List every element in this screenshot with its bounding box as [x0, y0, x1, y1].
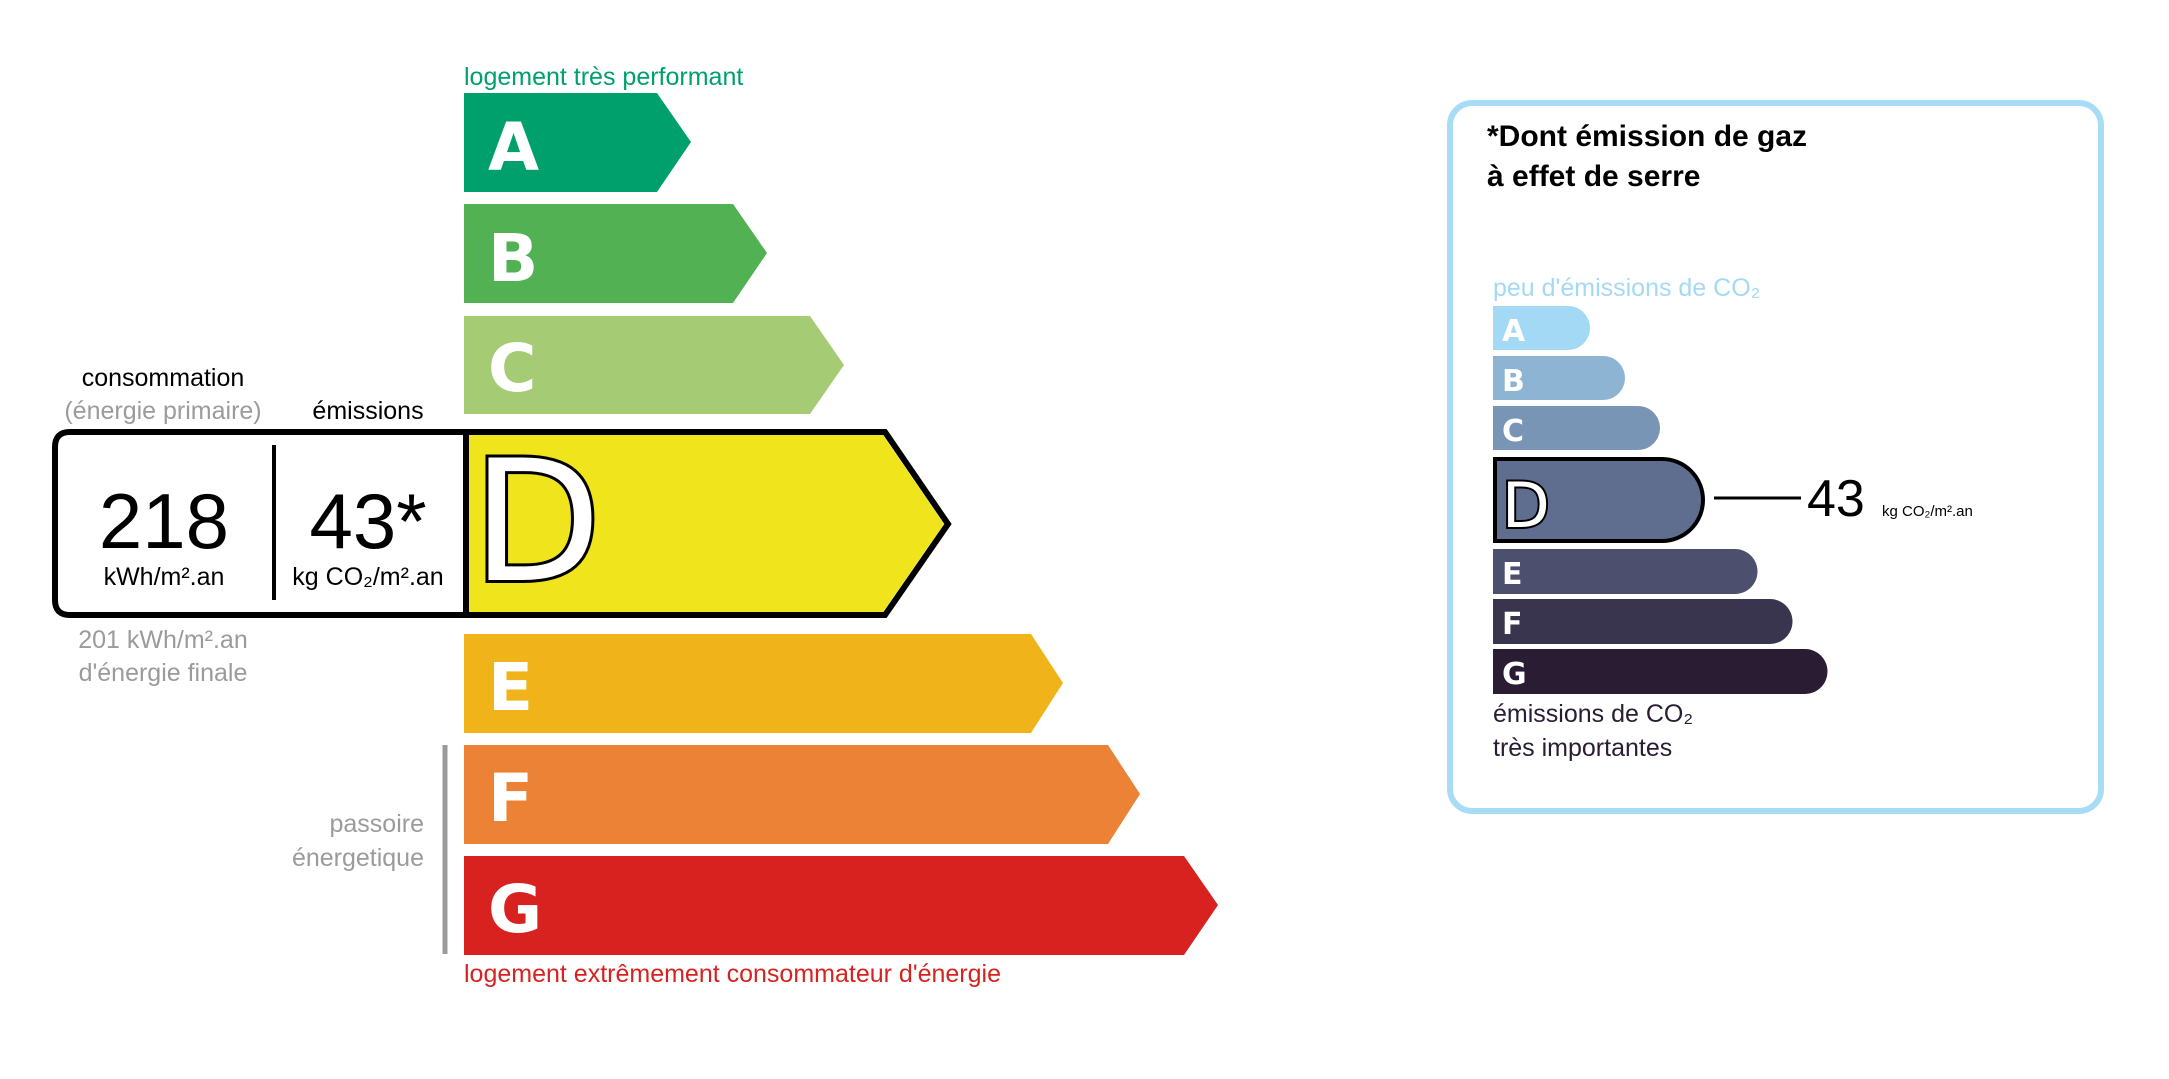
- energy-letter-d: D: [472, 424, 601, 620]
- energy-letter-e: E: [488, 649, 533, 726]
- energy-bar-b-shape: [464, 204, 767, 303]
- energy-bar-g-shape: [464, 856, 1218, 955]
- ges-bar-e-shape: [1493, 549, 1758, 594]
- energy-bar-e-shape: [464, 634, 1063, 733]
- consommation-value: 218: [99, 477, 229, 565]
- ges-letter-c: C: [1502, 414, 1524, 449]
- consommation-label: consommation: [82, 364, 245, 392]
- ges-bottom-line1: émissions de CO₂: [1493, 700, 1693, 728]
- ges-bar-c: C: [1493, 406, 1660, 450]
- ges-letter-e: E: [1502, 557, 1523, 592]
- passoire-line1: passoire: [330, 810, 425, 838]
- energy-current-box: D 218 kWh/m².an 43* kg CO₂/m².an: [52, 421, 952, 623]
- ges-title-line2: à effet de serre: [1487, 160, 1700, 193]
- ges-bar-d-shape: [1493, 457, 1705, 543]
- ges-unit: kg CO₂/m².an: [1882, 503, 1973, 520]
- ges-bar-b: B: [1493, 356, 1625, 400]
- consommation-sub: (énergie primaire): [64, 397, 261, 425]
- energy-bar-a-shape: [464, 93, 691, 192]
- energy-bar-a: A: [464, 93, 691, 192]
- energy-letter-b: B: [488, 220, 538, 297]
- emissions-unit: kg CO₂/m².an: [292, 563, 443, 591]
- energy-bar-f: F: [464, 745, 1140, 844]
- emissions-label: émissions: [312, 397, 423, 425]
- ges-value: 43: [1807, 470, 1865, 528]
- energy-letter-f: F: [488, 760, 533, 837]
- energy-bar-e: E: [464, 634, 1063, 733]
- ges-title-line1: *Dont émission de gaz: [1487, 120, 1807, 153]
- energy-top-label: logement très performant: [464, 63, 743, 91]
- ges-top-label: peu d'émissions de CO₂: [1493, 274, 1760, 302]
- energy-letter-c: C: [488, 330, 536, 407]
- final-energy-line2: d'énergie finale: [79, 659, 248, 687]
- ges-bar-c-shape: [1493, 406, 1660, 450]
- energy-bottom-label: logement extrêmement consommateur d'éner…: [464, 960, 1001, 988]
- energy-letter-a: A: [488, 109, 539, 186]
- energy-bar-c: C: [464, 316, 844, 414]
- ges-letter-f: F: [1502, 607, 1523, 642]
- ges-bar-e: E: [1493, 549, 1758, 594]
- energy-bar-b: B: [464, 204, 767, 303]
- energy-bar-g: G: [464, 856, 1218, 955]
- ges-bar-d: D: [1493, 457, 1705, 544]
- ges-letter-a: A: [1502, 314, 1526, 349]
- energy-bar-d-shape: [466, 435, 944, 612]
- consommation-unit: kWh/m².an: [104, 563, 225, 591]
- final-energy-line1: 201 kWh/m².an: [78, 626, 248, 654]
- energy-bar-f-shape: [464, 745, 1140, 844]
- ges-bar-a-shape: [1493, 306, 1590, 350]
- ges-bar-f-shape: [1493, 599, 1793, 644]
- emissions-value: 43*: [309, 477, 426, 565]
- ges-letter-g: G: [1502, 657, 1527, 692]
- ges-bar-b-shape: [1493, 356, 1625, 400]
- ges-bottom-line2: très importantes: [1493, 734, 1672, 762]
- energy-bar-c-shape: [464, 316, 844, 414]
- ges-bar-g: G: [1493, 649, 1828, 694]
- passoire-line2: énergetique: [292, 844, 424, 872]
- ges-letter-d: D: [1502, 469, 1550, 542]
- ges-bar-g-shape: [1493, 649, 1828, 694]
- ges-letter-b: B: [1502, 364, 1525, 399]
- ges-bar-a: A: [1493, 306, 1590, 350]
- ges-bar-f: F: [1493, 599, 1793, 644]
- energy-letter-g: G: [488, 871, 542, 948]
